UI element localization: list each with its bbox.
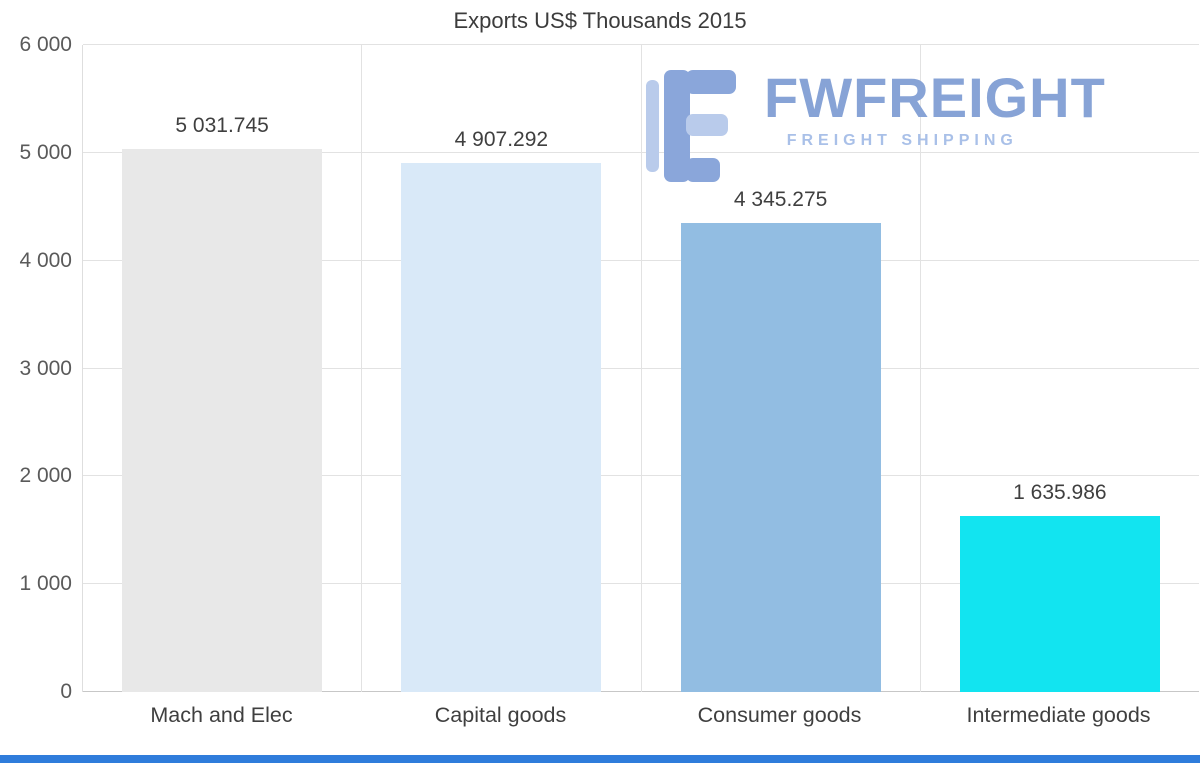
bar-value-label: 1 635.986 bbox=[1013, 480, 1107, 504]
bar-value-label: 4 345.275 bbox=[733, 188, 828, 212]
y-axis: 0 1 000 2 000 3 000 4 000 5 000 6 000 bbox=[0, 33, 72, 703]
x-category-label: Intermediate goods bbox=[966, 703, 1151, 727]
y-tick-label: 3 000 bbox=[19, 356, 72, 380]
plot-area: 5 031.745 4 907.292 4 345.275 1 635.986 bbox=[82, 44, 1199, 692]
y-tick-label: 5 000 bbox=[19, 140, 72, 164]
gridline bbox=[83, 44, 1199, 45]
category-band: 4 907.292 bbox=[361, 45, 640, 692]
category-band: 4 345.275 bbox=[640, 45, 920, 692]
x-category-label: Mach and Elec bbox=[150, 703, 293, 727]
bar-consumer-goods: 4 345.275 bbox=[680, 188, 881, 692]
y-tick-label: 0 bbox=[60, 680, 72, 703]
bar-value-label: 5 031.745 bbox=[175, 114, 269, 138]
x-category-label: Capital goods bbox=[434, 703, 567, 727]
category-band: 5 031.745 bbox=[83, 45, 361, 692]
bar-capital-goods: 4 907.292 bbox=[401, 128, 602, 692]
bar-intermediate-goods: 1 635.986 bbox=[959, 481, 1160, 692]
y-tick-label: 2 000 bbox=[19, 464, 72, 488]
chart-title: Exports US$ Thousands 2015 bbox=[453, 8, 747, 33]
x-category-label: Consumer goods bbox=[697, 703, 862, 727]
y-tick-label: 4 000 bbox=[19, 248, 72, 272]
y-tick-label: 6 000 bbox=[19, 33, 72, 56]
bar-mach-and-elec: 5 031.745 bbox=[122, 114, 323, 692]
footer-bar bbox=[0, 755, 1200, 763]
bar-value-label: 4 907.292 bbox=[454, 127, 549, 151]
y-tick-label: 1 000 bbox=[19, 572, 72, 596]
category-band: 1 635.986 bbox=[919, 45, 1199, 692]
x-axis: Mach and Elec Capital goods Consumer goods… bbox=[82, 703, 1198, 728]
